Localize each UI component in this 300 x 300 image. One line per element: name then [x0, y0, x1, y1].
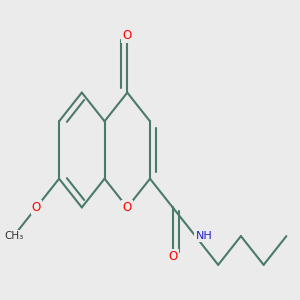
Text: NH: NH: [196, 231, 212, 241]
Text: O: O: [123, 201, 132, 214]
Text: O: O: [168, 250, 177, 263]
Text: O: O: [32, 201, 41, 214]
Text: O: O: [123, 29, 132, 42]
Text: CH₃: CH₃: [4, 231, 23, 241]
